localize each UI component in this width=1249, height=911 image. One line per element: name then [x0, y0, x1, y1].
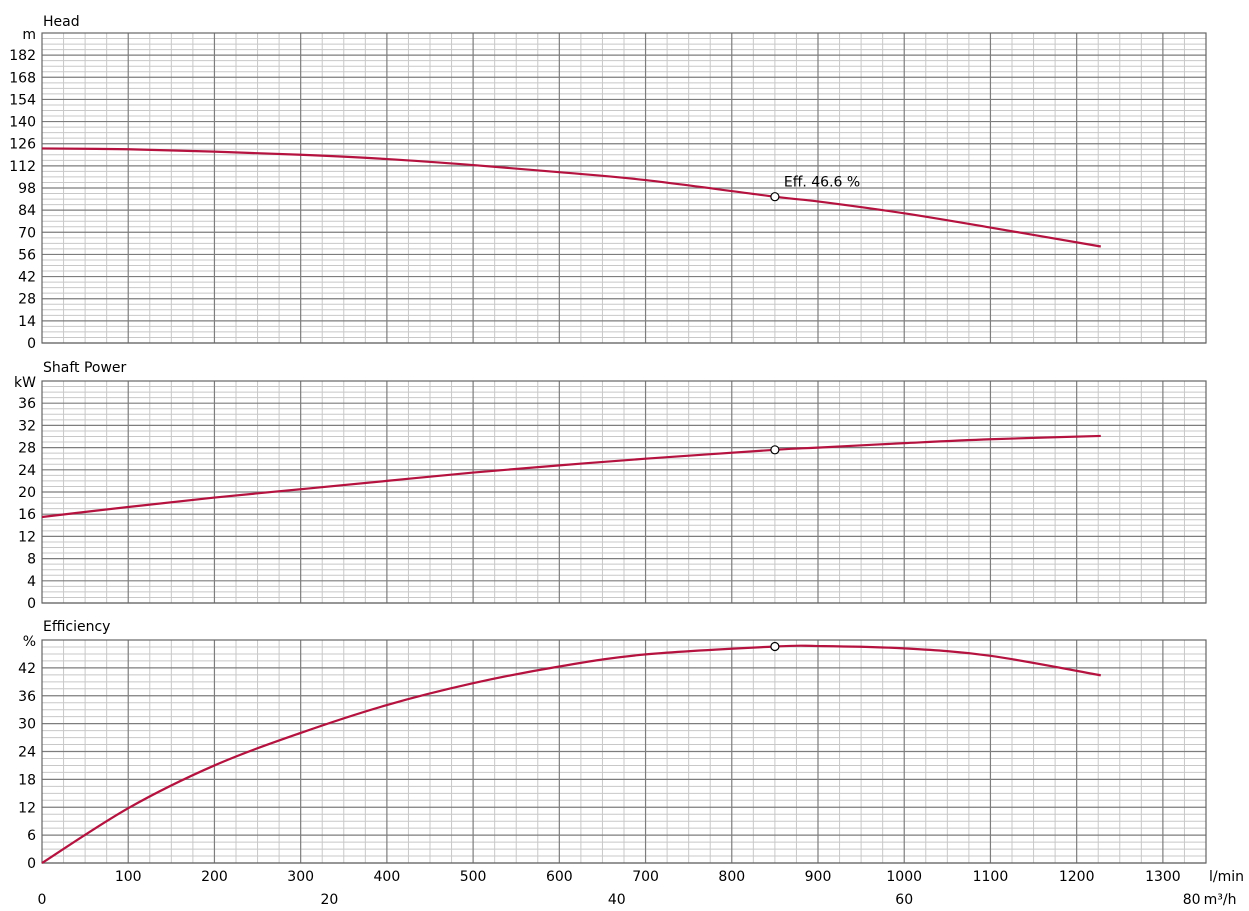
y-tick-label: 36	[18, 396, 36, 412]
panel-title: Shaft Power	[43, 360, 127, 376]
y-axis-unit: m	[22, 27, 36, 43]
x-tick-label-m3h: 40	[608, 892, 626, 906]
y-tick-label: 126	[9, 137, 36, 153]
x-tick-label-lmin: 600	[546, 869, 573, 885]
y-tick-label: 84	[18, 203, 36, 219]
x-tick-label-lmin: 500	[460, 869, 487, 885]
panel-title: Efficiency	[43, 619, 110, 635]
y-tick-label: 20	[18, 485, 36, 501]
y-tick-label: 140	[9, 115, 36, 131]
x-tick-label-lmin: 900	[805, 869, 832, 885]
y-tick-label: 24	[18, 463, 36, 479]
y-tick-label: 0	[27, 856, 36, 872]
y-tick-label: 28	[18, 441, 36, 457]
series-line-3	[41, 644, 1102, 864]
x-tick-label-lmin: 1100	[973, 869, 1009, 885]
y-tick-label: 30	[18, 717, 36, 733]
y-tick-label: 24	[18, 745, 36, 761]
y-tick-label: 18	[18, 772, 36, 788]
series-line-1	[41, 147, 1101, 248]
x-tick-label-lmin: 700	[632, 869, 659, 885]
y-tick-label: 8	[27, 552, 36, 568]
x-tick-label-lmin: 1300	[1145, 869, 1181, 885]
y-tick-label: 12	[18, 529, 36, 545]
y-tick-label: 0	[27, 596, 36, 612]
y-tick-label: 32	[18, 418, 36, 434]
panel-3: 0 6 12 18 24 30 36 42% Efficiency	[18, 619, 1207, 872]
y-axis-unit: %	[23, 634, 36, 650]
y-tick-label: 154	[9, 92, 36, 108]
series-line-2	[41, 434, 1101, 519]
y-tick-label: 42	[18, 270, 36, 286]
y-tick-label: 56	[18, 247, 36, 263]
x-tick-label-m3h: 60	[895, 892, 913, 906]
y-tick-label: 16	[18, 507, 36, 523]
y-tick-label: 112	[9, 159, 36, 175]
x-tick-label-lmin: 800	[718, 869, 745, 885]
panel-frame	[41, 639, 1207, 864]
panel-title: Head	[43, 14, 80, 30]
x-tick-label-lmin: 200	[201, 869, 228, 885]
x-tick-label-m3h: 20	[320, 892, 338, 906]
y-tick-label: 42	[18, 661, 36, 677]
y-tick-label: 36	[18, 689, 36, 705]
y-tick-label: 168	[9, 70, 36, 86]
y-tick-label: 182	[9, 48, 36, 64]
x-tick-label-lmin: 1000	[886, 869, 922, 885]
panel-1: 0 14 28 42 56 70 84 98 112 126 140 154 168 182 m Head Ef…	[9, 14, 1207, 352]
panel-frame	[41, 32, 1207, 344]
operating-point-marker	[770, 192, 780, 202]
y-tick-label: 98	[18, 181, 36, 197]
x-tick-label-m3h: 80	[1183, 892, 1201, 906]
operating-point-marker	[770, 445, 780, 455]
y-tick-label: 6	[27, 828, 36, 844]
y-tick-label: 12	[18, 800, 36, 816]
panel-2: 0 4 8 12 16 20 24 28 32 36 kW Shaft Power	[14, 360, 1207, 612]
x-axis-unit-m3h: m³/h	[1204, 892, 1237, 906]
x-tick-label-lmin: 300	[287, 869, 314, 885]
x-tick-label-lmin: 400	[374, 869, 401, 885]
x-tick-label-lmin: 1200	[1059, 869, 1095, 885]
x-tick-label-lmin: 100	[115, 869, 142, 885]
x-axis: 100 200 300 400 500 600 700 800 900 1000 1100 1200 1…	[38, 869, 1244, 908]
panel-frame	[41, 380, 1207, 604]
operating-point-annotation: Eff. 46.6 %	[784, 175, 860, 191]
operating-point-marker	[770, 641, 780, 652]
y-tick-label: 4	[27, 574, 36, 590]
y-axis-unit: kW	[14, 375, 36, 391]
x-tick-label-m3h: 0	[38, 892, 47, 906]
y-tick-label: 28	[18, 292, 36, 308]
x-axis-unit-lmin: l/min	[1209, 869, 1244, 885]
y-tick-label: 14	[18, 314, 36, 330]
y-tick-label: 70	[18, 225, 36, 241]
y-tick-label: 0	[27, 336, 36, 352]
